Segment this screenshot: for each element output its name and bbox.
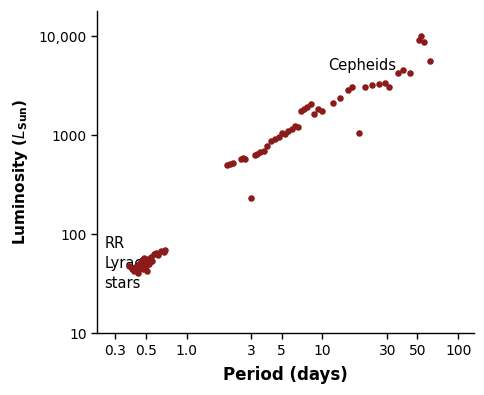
Point bbox=[223, 162, 231, 168]
Point bbox=[398, 67, 406, 73]
Point bbox=[310, 111, 318, 117]
Point bbox=[393, 70, 401, 76]
Point bbox=[133, 267, 140, 274]
Point bbox=[128, 266, 136, 273]
Point bbox=[160, 249, 167, 255]
Point bbox=[360, 83, 368, 90]
X-axis label: Period (days): Period (days) bbox=[223, 366, 347, 384]
Point bbox=[141, 258, 149, 265]
Point bbox=[256, 149, 264, 155]
Point bbox=[275, 134, 283, 140]
Point bbox=[302, 103, 310, 110]
Point bbox=[293, 124, 301, 131]
Point bbox=[138, 257, 146, 263]
Point bbox=[281, 131, 288, 137]
Point bbox=[145, 261, 152, 267]
Point bbox=[329, 100, 336, 107]
Point bbox=[284, 128, 291, 134]
Point bbox=[143, 268, 151, 275]
Point bbox=[425, 57, 433, 64]
Point bbox=[144, 256, 151, 262]
Point bbox=[335, 94, 343, 101]
Point bbox=[226, 161, 234, 167]
Point bbox=[277, 130, 285, 136]
Point bbox=[148, 258, 156, 265]
Point bbox=[262, 143, 270, 149]
Text: RR
Lyrae
stars: RR Lyrae stars bbox=[105, 237, 144, 291]
Point bbox=[146, 257, 154, 263]
Point bbox=[306, 101, 314, 107]
Point bbox=[297, 108, 304, 115]
Point bbox=[300, 106, 307, 112]
Point bbox=[130, 268, 137, 275]
Point bbox=[385, 83, 393, 90]
Point bbox=[239, 155, 246, 161]
Point bbox=[136, 258, 144, 265]
Point bbox=[414, 37, 422, 43]
Point bbox=[344, 87, 351, 93]
Point bbox=[152, 250, 160, 256]
Point bbox=[420, 39, 427, 45]
Point bbox=[141, 263, 149, 269]
Point bbox=[288, 126, 296, 132]
Point bbox=[251, 152, 258, 158]
Point bbox=[267, 138, 274, 145]
Point bbox=[154, 252, 162, 259]
Point bbox=[380, 79, 388, 86]
Point bbox=[139, 261, 147, 267]
Point bbox=[313, 106, 321, 112]
Point bbox=[241, 156, 248, 162]
Point bbox=[374, 81, 382, 87]
Point bbox=[131, 263, 139, 270]
Point bbox=[354, 130, 362, 136]
Point bbox=[291, 122, 299, 129]
Point bbox=[229, 160, 237, 167]
Point bbox=[150, 251, 158, 257]
Y-axis label: Luminosity ($\mathit{L}_\mathregular{Sun}$): Luminosity ($\mathit{L}_\mathregular{Sun… bbox=[11, 99, 30, 245]
Point bbox=[135, 261, 143, 267]
Point bbox=[367, 82, 375, 88]
Point bbox=[136, 263, 144, 270]
Point bbox=[348, 83, 355, 90]
Point bbox=[147, 254, 155, 260]
Point bbox=[253, 150, 260, 157]
Point bbox=[140, 254, 148, 261]
Point bbox=[139, 265, 147, 272]
Point bbox=[236, 156, 244, 163]
Point bbox=[259, 147, 267, 154]
Point bbox=[271, 136, 279, 142]
Point bbox=[125, 263, 133, 269]
Point bbox=[157, 248, 165, 254]
Point bbox=[318, 108, 326, 115]
Point bbox=[405, 70, 413, 76]
Point bbox=[134, 269, 142, 276]
Point bbox=[247, 195, 255, 201]
Point bbox=[161, 246, 169, 253]
Text: Cepheids: Cepheids bbox=[327, 58, 395, 73]
Point bbox=[416, 33, 424, 40]
